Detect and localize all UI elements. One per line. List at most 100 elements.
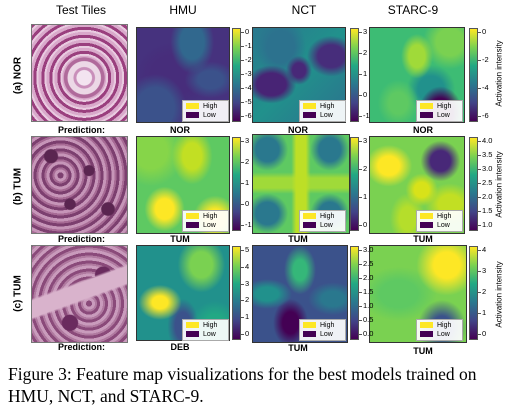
colorbar-tick-label: 2 (363, 164, 368, 173)
colorbar-tick-mark (478, 32, 481, 33)
legend-low-label: Low (203, 112, 216, 119)
legend-starc-2: High Low (416, 319, 463, 341)
prediction-nct-a: NOR (288, 125, 308, 135)
legend-high-swatch (303, 213, 316, 219)
colorbar-tick-mark (241, 204, 244, 205)
colorbar-tick-label: 4 (245, 261, 250, 271)
colorbar-tick-label: 2 (245, 157, 250, 166)
legend-high-label: High (437, 213, 452, 220)
colorbar-tick-label: -1 (363, 111, 370, 120)
colorbar-tick-label: 1 (363, 69, 368, 78)
colorbar-tick-mark (478, 197, 481, 198)
colorbar-tick-mark (241, 162, 244, 163)
colorbar-tick-mark (478, 211, 481, 212)
figure-caption: Figure 3: Feature map visualizations for… (8, 364, 477, 406)
colorbar-tick-mark (359, 278, 362, 279)
colorbar-tick-mark (241, 334, 244, 335)
legend-low-label: Low (203, 222, 216, 229)
colorbar-tick-label: 1.0 (482, 220, 493, 229)
colorbar-tick-label: 1 (363, 192, 368, 201)
colorbar-tick-label: 0 (245, 329, 250, 338)
colorbar-tick-mark (359, 74, 362, 75)
legend-hmu-0: High Low (182, 100, 229, 122)
colorbar-tick-label: -1 (245, 220, 252, 229)
colorbar-nct-1 (350, 137, 359, 231)
colorbar-tick-label: 2.0 (363, 273, 374, 282)
header-nct: NCT (291, 3, 317, 17)
legend-high-label: High (320, 322, 335, 329)
colorbar-tick-label: 0 (363, 220, 368, 229)
colorbar-tick-mark (478, 292, 481, 293)
header-test-tiles: Test Tiles (55, 3, 106, 17)
colorbar-tick-mark (359, 264, 362, 265)
colorbar-nct-0 (350, 28, 359, 122)
legend-nct-1: High Low (299, 210, 346, 232)
test-tile-a (31, 24, 128, 122)
colorbar-tick-mark (359, 250, 362, 251)
colorbar-tick-label: 4.0 (482, 136, 493, 145)
colorbar-tick-label: 0.5 (363, 315, 374, 324)
legend-low-label: Low (203, 331, 216, 338)
colorbar-tick-label: 0 (245, 199, 250, 208)
colorbar-tick-mark (241, 60, 244, 61)
colorbar-tick-mark (241, 74, 244, 75)
legend-hmu-1: High Low (182, 210, 229, 232)
colorbar-tick-mark (359, 95, 362, 96)
colorbar-tick-mark (359, 141, 362, 142)
colorbar-tick-mark (241, 32, 244, 33)
colorbar-tick-label: -2 (482, 55, 489, 64)
colorbar-tick-label: 3 (245, 278, 250, 288)
legend-high-swatch (186, 213, 199, 219)
prediction-label-b: Prediction: (58, 234, 106, 244)
colorbar-tick-label: 1.5 (482, 206, 493, 215)
prediction-starc-a: NOR (413, 125, 433, 135)
colorbar-tick-label: 1.5 (363, 287, 374, 296)
legend-low-swatch (420, 331, 433, 337)
legend-low-swatch (186, 222, 199, 228)
colorbar-tick-mark (359, 334, 362, 335)
row-label-a: (a) NOR (12, 56, 24, 95)
legend-starc-1: High Low (416, 210, 463, 232)
colorbar-tick-label: 3.5 (482, 150, 493, 159)
feature-map-hmu-a (136, 27, 230, 123)
colorbar-tick-mark (241, 283, 244, 285)
legend-low-label: Low (320, 331, 333, 338)
colorbar-tick-mark (478, 141, 481, 142)
colorbar-tick-mark (241, 183, 244, 184)
prediction-hmu-c: DEB (170, 342, 190, 352)
colorbar-tick-mark (478, 60, 481, 61)
legend-low-swatch (420, 222, 433, 228)
colorbar-tick-label: 0 (482, 329, 487, 338)
colorbar-tick-mark (359, 320, 362, 321)
activation-label-c: Activation intensity (494, 261, 504, 328)
colorbar-tick-mark (359, 53, 362, 54)
colorbar-tick-label: 3 (482, 266, 487, 275)
legend-high-label: High (320, 103, 335, 110)
colorbar-starc-0 (469, 28, 478, 122)
legend-low-label: Low (320, 222, 333, 229)
colorbar-tick-label: 0 (482, 27, 487, 36)
legend-starc-0: High Low (416, 100, 463, 122)
legend-low-swatch (303, 112, 316, 118)
colorbar-tick-label: -6 (482, 111, 489, 120)
colorbar-hmu-1 (232, 137, 241, 231)
colorbar-tick-mark (359, 292, 362, 293)
legend-high-swatch (303, 322, 316, 328)
colorbar-tick-label: -4 (245, 83, 252, 92)
colorbar-tick-label: 2 (363, 48, 368, 57)
colorbar-tick-label: 2.5 (482, 178, 493, 187)
legend-low-swatch (303, 331, 316, 337)
legend-high-swatch (186, 322, 199, 328)
colorbar-tick-mark (241, 102, 244, 103)
colorbar-tick-mark (359, 32, 362, 33)
colorbar-tick-mark (241, 266, 244, 268)
colorbar-tick-label: 3 (363, 27, 368, 36)
legend-high-swatch (420, 103, 433, 109)
colorbar-tick-label: 1.0 (363, 301, 374, 310)
prediction-nct-b: TUM (288, 234, 308, 244)
colorbar-tick-mark (478, 183, 481, 184)
activation-label-a: Activation intensity (494, 40, 504, 107)
legend-low-label: Low (437, 331, 450, 338)
activation-label-b: Activation intensity (494, 151, 504, 218)
legend-nct-0: High Low (299, 100, 346, 122)
